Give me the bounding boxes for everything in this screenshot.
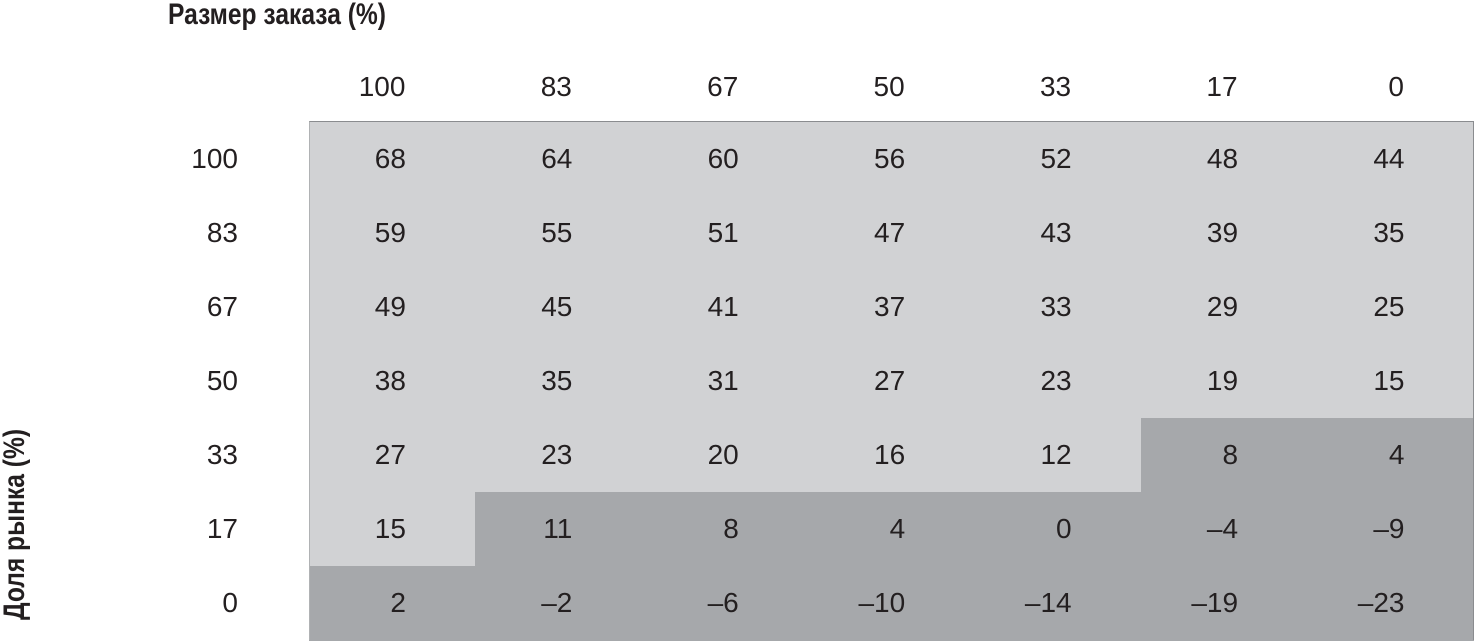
column-header: 17 [1206, 71, 1238, 102]
heatmap-cell: 23 [974, 344, 1142, 419]
heatmap-cell: 2 [309, 566, 476, 641]
chart-title: Размер заказа (%) [168, 0, 386, 31]
heatmap-cell: 23 [475, 418, 643, 493]
heatmap-cell: 44 [1307, 122, 1475, 197]
heatmap-cell: 15 [1307, 344, 1475, 419]
heatmap-cell: –19 [1141, 566, 1309, 641]
heatmap-cell: 55 [475, 196, 643, 271]
heatmap-cell: 12 [974, 418, 1142, 493]
heatmap-cell: 51 [641, 196, 809, 271]
heatmap-cell: 8 [641, 492, 809, 567]
heatmap-cell: 37 [808, 270, 976, 345]
heatmap-cell: 19 [1141, 344, 1309, 419]
heatmap-cell: –10 [808, 566, 976, 641]
heatmap-cell: 20 [641, 418, 809, 493]
heatmap-cell: 43 [974, 196, 1142, 271]
heatmap-cell: 15 [309, 492, 476, 567]
heatmap-cell: 48 [1141, 122, 1309, 197]
heatmap-cell: 31 [641, 344, 809, 419]
column-header: 33 [1039, 71, 1072, 102]
column-header: 83 [540, 71, 572, 102]
heatmap-cell: 4 [1307, 418, 1475, 493]
heatmap-cell: 41 [641, 270, 809, 345]
heatmap-cell: 35 [1307, 196, 1475, 271]
heatmap-cell: –9 [1307, 492, 1475, 567]
heatmap-grid: 68 64 60 56 52 48 44 59 55 51 47 43 39 35 49 45 41 37 33 29… [309, 122, 1475, 641]
heatmap-cell: 60 [641, 122, 809, 197]
heatmap-cell: 16 [808, 418, 976, 493]
row-header: 17 [206, 513, 238, 544]
heatmap-cell: 59 [309, 196, 476, 271]
row-header: 83 [206, 217, 238, 248]
heatmap-cell: 38 [309, 344, 476, 419]
heatmap-cell: 64 [475, 122, 643, 197]
column-header: 100 [358, 71, 406, 102]
heatmap-cell: 8 [1141, 418, 1309, 493]
heatmap-cell: 56 [808, 122, 976, 197]
row-header: 67 [206, 291, 238, 322]
heatmap-cell: 68 [309, 122, 476, 197]
heatmap-cell: 29 [1141, 270, 1309, 345]
column-header: 50 [873, 71, 905, 102]
heatmap-cell: 39 [1141, 196, 1309, 271]
heatmap-cell: 27 [808, 344, 976, 419]
heatmap-cell: 0 [974, 492, 1142, 567]
heatmap-cell: 35 [475, 344, 643, 419]
heatmap-cell: 49 [309, 270, 476, 345]
column-header: 0 [1388, 71, 1404, 102]
row-header: 0 [222, 587, 238, 618]
heatmap-cell: 33 [974, 270, 1142, 345]
heatmap-cell: 47 [808, 196, 976, 271]
heatmap-cell: 45 [475, 270, 643, 345]
y-axis-label: Доля рынка (%) [0, 428, 31, 620]
heatmap-cell: 27 [309, 418, 476, 493]
heatmap-cell: –14 [974, 566, 1142, 641]
heatmap-cell: –4 [1141, 492, 1309, 567]
row-header: 33 [206, 439, 238, 470]
heatmap-cell: 52 [974, 122, 1142, 197]
row-header: 50 [206, 365, 238, 396]
column-header: 67 [707, 71, 739, 102]
heatmap-cell: –23 [1307, 566, 1475, 641]
heatmap-cell: –2 [475, 566, 643, 641]
heatmap-cell: 11 [475, 492, 643, 567]
heatmap-cell: –6 [641, 566, 809, 641]
row-header: 100 [191, 143, 238, 174]
heatmap-cell: 25 [1307, 270, 1475, 345]
heatmap-cell: 4 [808, 492, 976, 567]
